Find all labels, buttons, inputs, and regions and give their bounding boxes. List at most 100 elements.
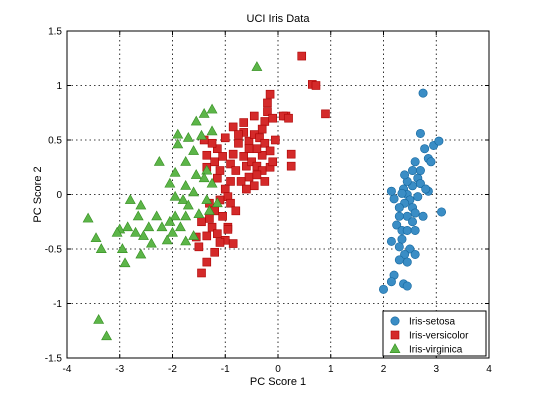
data-point	[194, 242, 204, 252]
data-point	[201, 164, 213, 175]
legend-label: Iris-virginica	[409, 345, 463, 356]
data-point	[177, 194, 189, 204]
y-tick-label: 0	[56, 190, 62, 201]
data-point	[244, 172, 254, 182]
data-point	[220, 133, 230, 143]
data-point	[242, 184, 251, 194]
data-point	[263, 107, 272, 116]
data-point	[247, 157, 256, 167]
data-point	[413, 192, 423, 202]
data-point	[93, 314, 105, 324]
data-point	[172, 138, 184, 149]
data-point	[434, 136, 444, 146]
data-point	[386, 277, 396, 287]
data-point	[211, 197, 223, 208]
x-tick-label: 3	[433, 364, 439, 375]
data-point	[132, 210, 144, 221]
y-tick-label: -1.5	[45, 354, 63, 365]
data-point	[207, 138, 217, 148]
data-point	[218, 212, 227, 221]
data-point	[236, 177, 246, 186]
data-point	[182, 132, 194, 142]
data-point	[249, 181, 259, 191]
series-triangle	[82, 61, 263, 341]
legend-marker-triangle	[389, 343, 401, 353]
data-point	[193, 208, 205, 219]
data-point	[268, 157, 278, 167]
data-point	[297, 51, 307, 61]
data-point	[196, 129, 207, 140]
data-point	[386, 236, 396, 246]
data-point	[260, 138, 270, 148]
data-point	[206, 125, 218, 136]
data-point	[190, 169, 202, 179]
data-point	[257, 124, 267, 134]
legend-label: Iris-versicolor	[409, 331, 469, 342]
data-point	[215, 166, 225, 175]
data-point	[420, 144, 430, 154]
data-point	[151, 210, 163, 221]
data-point	[415, 128, 425, 138]
series-square	[191, 51, 330, 278]
data-point	[242, 161, 251, 171]
data-point	[188, 186, 200, 197]
data-point	[400, 170, 410, 180]
legend-entries: Iris-setosa Iris-versicolor Iris-virginica	[389, 316, 469, 356]
x-tick-label: 2	[381, 364, 387, 375]
data-point	[271, 135, 280, 145]
data-point	[167, 226, 178, 237]
data-point	[263, 98, 272, 108]
data-point	[206, 177, 218, 188]
data-point	[226, 177, 235, 186]
data-point	[101, 330, 113, 341]
data-point	[145, 237, 157, 248]
x-axis-title: PC Score 1	[250, 376, 306, 388]
data-point	[210, 157, 219, 167]
data-points	[82, 51, 447, 341]
data-point	[415, 179, 425, 189]
data-point	[437, 207, 447, 217]
data-point	[182, 199, 194, 210]
data-point	[410, 157, 420, 167]
data-point	[260, 117, 270, 126]
data-point	[311, 81, 321, 90]
data-point	[402, 281, 412, 291]
x-tick-label: 1	[328, 364, 334, 375]
data-point	[188, 230, 200, 240]
y-tick-label: -1	[53, 299, 62, 310]
data-point	[239, 152, 249, 161]
data-point	[239, 118, 249, 127]
data-point	[234, 130, 243, 139]
data-point	[201, 194, 213, 204]
data-point	[244, 144, 254, 154]
data-point	[410, 249, 420, 259]
data-point	[95, 243, 107, 253]
data-point	[415, 166, 425, 176]
data-point	[402, 225, 412, 235]
data-point	[111, 226, 123, 237]
data-point	[143, 221, 155, 232]
data-point	[421, 184, 431, 194]
data-point	[389, 194, 399, 204]
data-point	[164, 215, 176, 226]
data-point	[220, 184, 230, 194]
data-point	[392, 220, 402, 230]
y-tick-label: 1	[56, 81, 62, 92]
data-point	[257, 150, 267, 160]
chart-title: UCI Iris Data	[247, 13, 311, 25]
y-axis-title: PC Score 2	[32, 166, 44, 222]
data-point	[202, 150, 212, 160]
data-point	[284, 113, 293, 123]
data-point	[213, 229, 222, 239]
data-point	[169, 166, 181, 177]
data-point	[213, 144, 222, 154]
axis-ticks: -4 -3 -2 -1 0 1 2 3 4 1.5 1 0.5 0 -0.5 -1 -1.5	[45, 27, 492, 376]
data-point	[394, 242, 404, 252]
data-point	[408, 166, 418, 176]
legend-box	[382, 310, 487, 357]
data-point	[286, 149, 296, 159]
data-point	[203, 205, 215, 215]
data-point	[249, 111, 259, 121]
